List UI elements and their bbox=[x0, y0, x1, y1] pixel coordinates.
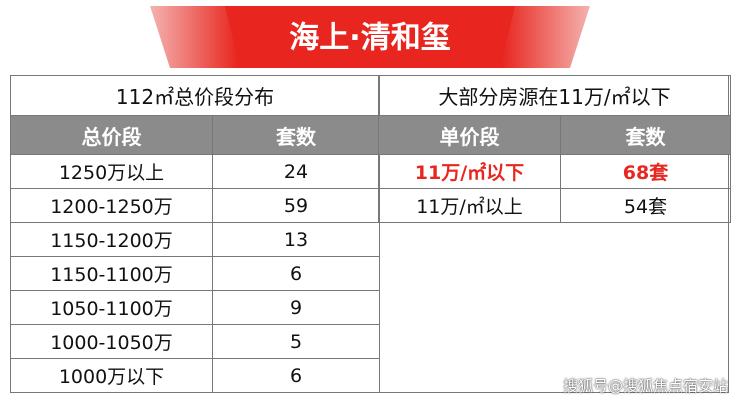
table-cell: 1250万以上 bbox=[10, 154, 213, 189]
table-row: 1050-1100万 9 bbox=[10, 290, 380, 325]
column-header: 套数 bbox=[212, 115, 380, 155]
table-cell: 5 bbox=[212, 324, 380, 359]
table-row: 1150-1100万 6 bbox=[10, 256, 380, 291]
table-cell: 1150-1100万 bbox=[10, 256, 213, 291]
table-cell: 59 bbox=[212, 188, 380, 223]
caption: 大部分房源在11万/㎡以下 bbox=[378, 75, 731, 116]
watermark: 搜狐号@搜狐焦点宿安站 bbox=[562, 377, 728, 395]
table-cell: 1150-1200万 bbox=[10, 222, 213, 257]
table-cell: 1200-1250万 bbox=[10, 188, 213, 223]
caption: 112㎡总价段分布 bbox=[10, 75, 380, 116]
table-row: 1000万以下 6 bbox=[10, 358, 380, 393]
table-cell: 68套 bbox=[560, 154, 731, 189]
table-cell: 11万/㎡以下 bbox=[378, 154, 561, 189]
column-header: 总价段 bbox=[10, 115, 213, 155]
table-cell: 9 bbox=[212, 290, 380, 325]
table-cell: 1050-1100万 bbox=[10, 290, 213, 325]
left-table: 112㎡总价段分布 总价段 套数 1250万以上 24 1200-1250万 59 115… bbox=[10, 75, 380, 393]
table-cell: 54套 bbox=[560, 188, 731, 223]
banner-core bbox=[225, 6, 515, 68]
table-row: 1200-1250万 59 bbox=[10, 188, 380, 223]
table-cell: 24 bbox=[212, 154, 380, 189]
table-row: 1000-1050万 5 bbox=[10, 324, 380, 359]
banner: 海上·清和玺 bbox=[150, 6, 590, 68]
column-header: 单价段 bbox=[378, 115, 561, 155]
column-header: 套数 bbox=[560, 115, 731, 155]
table-row: 11万/㎡以下 68套 bbox=[378, 154, 731, 189]
table-cell: 6 bbox=[212, 256, 380, 291]
table-cell: 6 bbox=[212, 358, 380, 393]
table-row: 1250万以上 24 bbox=[10, 154, 380, 189]
table-cell: 1000万以下 bbox=[10, 358, 213, 393]
title: 海上·清和玺 bbox=[289, 21, 450, 56]
right-table: 大部分房源在11万/㎡以下 单价段 套数 11万/㎡以下 68套 11万/㎡以上 54套 bbox=[378, 75, 731, 223]
table-cell: 13 bbox=[212, 222, 380, 257]
table-cell: 11万/㎡以上 bbox=[378, 188, 561, 223]
table-row: 1150-1200万 13 bbox=[10, 222, 380, 257]
table-cell: 1000-1050万 bbox=[10, 324, 213, 359]
table-row: 11万/㎡以上 54套 bbox=[378, 188, 731, 223]
